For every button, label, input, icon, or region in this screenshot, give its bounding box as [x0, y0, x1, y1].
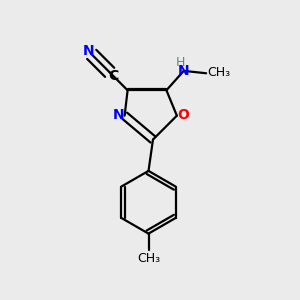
- Text: CH₃: CH₃: [137, 251, 160, 265]
- Text: N: N: [82, 44, 94, 58]
- Text: C: C: [108, 69, 119, 83]
- Text: CH₃: CH₃: [208, 66, 231, 79]
- Text: H: H: [176, 56, 185, 69]
- Text: N: N: [113, 108, 124, 122]
- Text: O: O: [178, 108, 189, 122]
- Text: N: N: [178, 64, 190, 78]
